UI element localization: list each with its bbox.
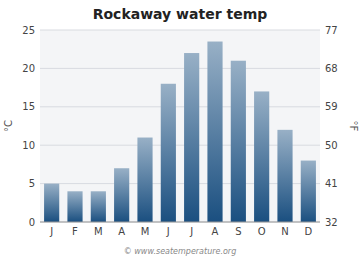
bar (231, 61, 246, 222)
grid-line (40, 222, 320, 223)
y2-tick-label: 77 (325, 25, 338, 36)
bar (67, 191, 82, 222)
y2-axis-label: °F (348, 121, 359, 132)
bar (207, 42, 222, 222)
bar (277, 130, 292, 222)
grid-line (40, 30, 320, 31)
bar (301, 161, 316, 222)
y2-tick-label: 59 (325, 101, 338, 112)
y-axis-label: °C (3, 120, 14, 132)
grid-line (40, 68, 320, 69)
grid-line (40, 106, 320, 107)
x-tick-label: A (118, 226, 125, 237)
bar (137, 138, 152, 222)
y2-tick-label: 50 (325, 140, 338, 151)
bar (91, 191, 106, 222)
x-tick-label: M (141, 226, 150, 237)
x-tick-label: D (304, 226, 312, 237)
title: Rockaway water temp (93, 6, 268, 22)
bar (44, 184, 59, 222)
x-tick-label: S (235, 226, 241, 237)
y-tick-label: 0 (29, 217, 35, 228)
y-tick-label: 10 (22, 140, 35, 151)
x-axis-line (40, 222, 320, 223)
bar (184, 53, 199, 222)
x-tick-label: A (212, 226, 219, 237)
x-tick-label: J (166, 226, 170, 237)
y-tick-label: 5 (29, 178, 35, 189)
x-tick-label: N (281, 226, 288, 237)
bar (254, 91, 269, 222)
y-tick-label: 25 (22, 25, 35, 36)
y2-tick-label: 68 (325, 63, 338, 74)
y2-tick-label: 32 (325, 217, 338, 228)
y2-tick-label: 41 (325, 178, 338, 189)
x-tick-label: M (94, 226, 103, 237)
chart: 0 5 10 15 20 25 32 41 50 59 68 77 J F M A M J J A S O N D °C °F Ro… (0, 0, 360, 260)
plot-area (40, 30, 320, 222)
bar (114, 168, 129, 222)
bar (161, 84, 176, 222)
y-tick-label: 20 (22, 63, 35, 74)
x-tick-label: J (49, 226, 53, 237)
x-tick-label: F (72, 226, 78, 237)
x-tick-label: J (189, 226, 193, 237)
watermark: © www.seatemperature.org (124, 247, 236, 256)
x-tick-label: O (258, 226, 266, 237)
y-tick-label: 15 (22, 101, 35, 112)
